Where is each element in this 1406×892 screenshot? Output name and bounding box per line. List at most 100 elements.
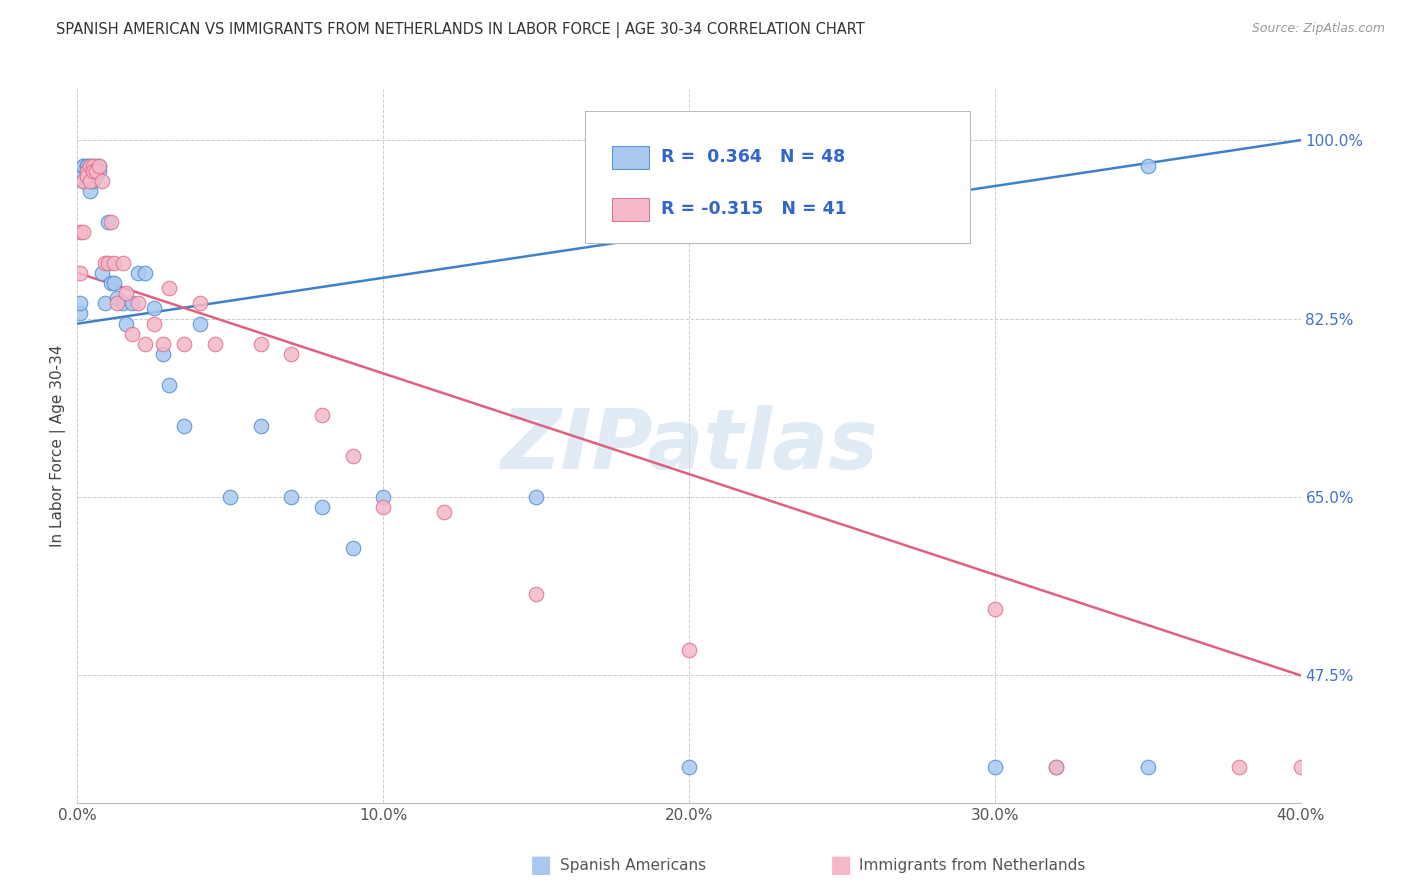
Point — [342, 449, 364, 463]
Point — [152, 337, 174, 351]
Point — [128, 266, 150, 280]
Point — [173, 337, 195, 351]
Point — [524, 490, 547, 504]
Point — [250, 418, 273, 433]
Point — [112, 296, 135, 310]
Point — [142, 301, 165, 316]
Point — [76, 163, 98, 178]
Text: R = -0.315   N = 41: R = -0.315 N = 41 — [661, 200, 846, 218]
Point — [76, 159, 98, 173]
Point — [157, 377, 180, 392]
Text: ■: ■ — [830, 854, 852, 877]
Point — [103, 276, 125, 290]
Point — [79, 159, 101, 173]
Point — [82, 163, 104, 178]
Point — [69, 163, 91, 178]
Point — [79, 184, 101, 198]
Point — [173, 418, 195, 433]
Point — [1229, 760, 1251, 774]
Point — [100, 215, 122, 229]
Point — [984, 602, 1007, 616]
Point — [121, 296, 143, 310]
Point — [97, 255, 120, 269]
Point — [157, 281, 180, 295]
FancyBboxPatch shape — [612, 198, 648, 221]
Point — [311, 409, 333, 423]
Point — [134, 266, 156, 280]
Point — [72, 225, 94, 239]
Point — [134, 337, 156, 351]
Point — [72, 174, 94, 188]
Point — [79, 159, 101, 173]
Point — [1136, 159, 1159, 173]
Point — [121, 326, 143, 341]
Point — [219, 490, 242, 504]
Point — [87, 159, 110, 173]
Point — [84, 163, 107, 178]
Point — [984, 760, 1007, 774]
Point — [103, 255, 125, 269]
Point — [250, 337, 273, 351]
Point — [79, 174, 101, 188]
Point — [342, 541, 364, 555]
Point — [90, 266, 112, 280]
Point — [84, 159, 107, 173]
Point — [76, 169, 98, 183]
Point — [87, 163, 110, 178]
Point — [69, 266, 91, 280]
Point — [97, 215, 120, 229]
Point — [76, 174, 98, 188]
Point — [84, 169, 107, 183]
Point — [433, 505, 456, 519]
FancyBboxPatch shape — [585, 111, 970, 243]
Point — [280, 490, 302, 504]
Point — [90, 174, 112, 188]
FancyBboxPatch shape — [612, 145, 648, 169]
Point — [115, 317, 138, 331]
Text: ZIPatlas: ZIPatlas — [501, 406, 877, 486]
Point — [82, 163, 104, 178]
Point — [94, 255, 117, 269]
Point — [69, 296, 91, 310]
Point — [82, 159, 104, 173]
Point — [152, 347, 174, 361]
Point — [69, 225, 91, 239]
Point — [76, 163, 98, 178]
Point — [311, 500, 333, 515]
Point — [1045, 760, 1067, 774]
Text: Spanish Americans: Spanish Americans — [560, 858, 706, 872]
Point — [69, 306, 91, 320]
Point — [82, 159, 104, 173]
Point — [82, 174, 104, 188]
Point — [76, 159, 98, 173]
Point — [1136, 760, 1159, 774]
Point — [79, 174, 101, 188]
Point — [112, 255, 135, 269]
Point — [524, 587, 547, 601]
Point — [115, 286, 138, 301]
Text: R =  0.364   N = 48: R = 0.364 N = 48 — [661, 148, 845, 166]
Text: SPANISH AMERICAN VS IMMIGRANTS FROM NETHERLANDS IN LABOR FORCE | AGE 30-34 CORRE: SPANISH AMERICAN VS IMMIGRANTS FROM NETH… — [56, 22, 865, 38]
Point — [100, 276, 122, 290]
Point — [371, 490, 394, 504]
Point — [128, 296, 150, 310]
Point — [142, 317, 165, 331]
Point — [1045, 760, 1067, 774]
Point — [105, 296, 128, 310]
Y-axis label: In Labor Force | Age 30-34: In Labor Force | Age 30-34 — [51, 344, 66, 548]
Point — [94, 296, 117, 310]
Point — [72, 159, 94, 173]
Text: Immigrants from Netherlands: Immigrants from Netherlands — [859, 858, 1085, 872]
Point — [188, 296, 211, 310]
Point — [371, 500, 394, 515]
Text: Source: ZipAtlas.com: Source: ZipAtlas.com — [1251, 22, 1385, 36]
Point — [678, 643, 700, 657]
Point — [105, 291, 128, 305]
Point — [87, 159, 110, 173]
Text: ■: ■ — [530, 854, 553, 877]
Point — [280, 347, 302, 361]
Point — [72, 174, 94, 188]
Point — [204, 337, 226, 351]
Point — [188, 317, 211, 331]
Point — [678, 760, 700, 774]
